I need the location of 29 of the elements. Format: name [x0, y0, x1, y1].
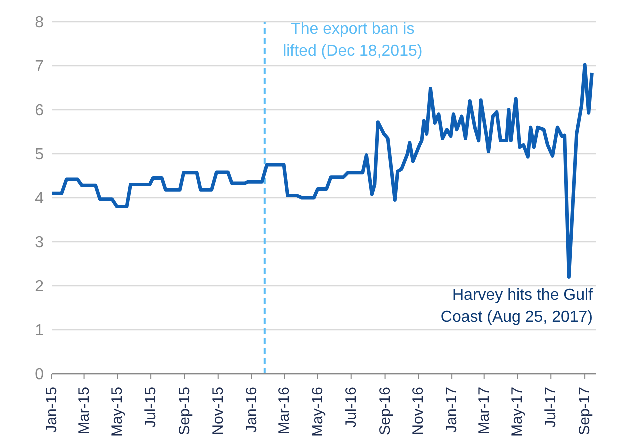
y-tick-label: 1: [35, 322, 44, 340]
x-tick-label: Jul-16: [342, 387, 360, 428]
y-tick-label: 7: [35, 58, 44, 76]
x-tick-label: Jan-17: [444, 387, 461, 433]
x-tick-label: Mar-15: [76, 387, 93, 435]
y-tick-label: 5: [35, 146, 44, 164]
y-tick-label: 8: [35, 14, 44, 32]
y-tick-label: 3: [35, 234, 44, 252]
line-series: [52, 63, 594, 279]
x-tick-label: Nov-16: [410, 387, 428, 436]
y-tick-label: 6: [35, 102, 44, 120]
x-tick-label: Mar-16: [276, 387, 294, 435]
x-tick-label: Sep-16: [376, 387, 394, 436]
x-tick-label: Sep-17: [576, 387, 594, 436]
y-tick-label: 2: [35, 278, 44, 296]
x-tick-label: Sep-15: [176, 387, 194, 436]
y-tick-label: 4: [35, 190, 44, 208]
x-tick-label: Jul-17: [542, 387, 560, 428]
x-tick-label: May-15: [109, 387, 126, 438]
annotation: Harvey hits the Gulf Coast (Aug 25, 2017): [440, 286, 593, 328]
ref-line-label: The export ban is lifted (Dec 18,2015): [283, 21, 423, 60]
x-tick-label: May-17: [509, 387, 526, 438]
x-tick-label: Jul-15: [142, 387, 160, 428]
x-tick-label: Jan-15: [44, 387, 60, 433]
y-tick-label: 0: [35, 366, 44, 384]
x-tick-label: May-16: [309, 387, 326, 438]
x-tick-label: Jan-16: [243, 387, 260, 433]
x-tick-label: Nov-15: [210, 387, 227, 436]
x-tick-label: Mar-17: [476, 387, 493, 435]
